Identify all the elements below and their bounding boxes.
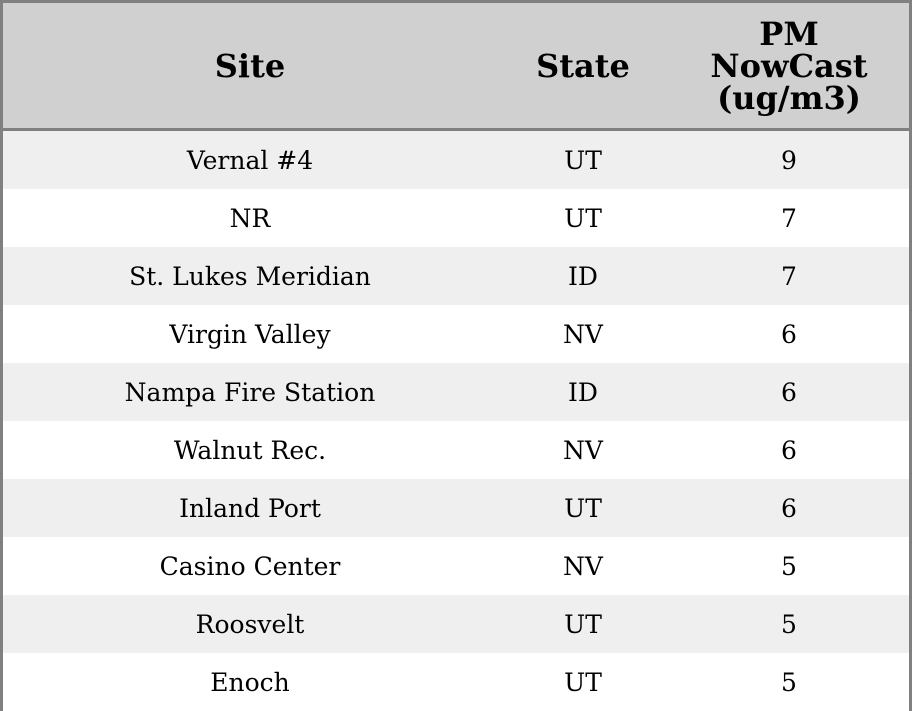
table-row: Virgin Valley NV 6 bbox=[3, 305, 909, 363]
header-row: Site State PM NowCast (ug/m3) bbox=[3, 3, 909, 131]
table-row: Nampa Fire Station ID 6 bbox=[3, 363, 909, 421]
cell-state: ID bbox=[497, 247, 669, 305]
cell-state: UT bbox=[497, 189, 669, 247]
cell-site: Nampa Fire Station bbox=[3, 363, 497, 421]
cell-state: NV bbox=[497, 421, 669, 479]
table-row: Inland Port UT 6 bbox=[3, 479, 909, 537]
table-row: Casino Center NV 5 bbox=[3, 537, 909, 595]
cell-pm-nowcast: 6 bbox=[669, 421, 909, 479]
cell-site: St. Lukes Meridian bbox=[3, 247, 497, 305]
table-row: St. Lukes Meridian ID 7 bbox=[3, 247, 909, 305]
pm-nowcast-table: Site State PM NowCast (ug/m3) Vernal #4 UT 9… bbox=[3, 3, 909, 711]
column-header-state: State bbox=[497, 3, 669, 131]
cell-pm-nowcast: 6 bbox=[669, 363, 909, 421]
cell-site: Inland Port bbox=[3, 479, 497, 537]
cell-pm-nowcast: 5 bbox=[669, 537, 909, 595]
column-header-site: Site bbox=[3, 3, 497, 131]
cell-pm-nowcast: 7 bbox=[669, 247, 909, 305]
cell-state: ID bbox=[497, 363, 669, 421]
cell-pm-nowcast: 7 bbox=[669, 189, 909, 247]
cell-state: UT bbox=[497, 595, 669, 653]
table-row: Roosvelt UT 5 bbox=[3, 595, 909, 653]
cell-pm-nowcast: 6 bbox=[669, 479, 909, 537]
cell-site: Roosvelt bbox=[3, 595, 497, 653]
cell-pm-nowcast: 5 bbox=[669, 653, 909, 711]
cell-site: Enoch bbox=[3, 653, 497, 711]
column-header-pm-nowcast: PM NowCast (ug/m3) bbox=[669, 3, 909, 131]
table-row: NR UT 7 bbox=[3, 189, 909, 247]
cell-pm-nowcast: 9 bbox=[669, 129, 909, 189]
cell-pm-nowcast: 5 bbox=[669, 595, 909, 653]
table-row: Vernal #4 UT 9 bbox=[3, 129, 909, 189]
table-row: Enoch UT 5 bbox=[3, 653, 909, 711]
cell-pm-nowcast: 6 bbox=[669, 305, 909, 363]
cell-site: Casino Center bbox=[3, 537, 497, 595]
cell-state: UT bbox=[497, 653, 669, 711]
cell-state: UT bbox=[497, 479, 669, 537]
cell-site: Vernal #4 bbox=[3, 129, 497, 189]
cell-site: NR bbox=[3, 189, 497, 247]
cell-site: Walnut Rec. bbox=[3, 421, 497, 479]
cell-state: UT bbox=[497, 129, 669, 189]
cell-state: NV bbox=[497, 537, 669, 595]
table-row: Walnut Rec. NV 6 bbox=[3, 421, 909, 479]
cell-site: Virgin Valley bbox=[3, 305, 497, 363]
cell-state: NV bbox=[497, 305, 669, 363]
